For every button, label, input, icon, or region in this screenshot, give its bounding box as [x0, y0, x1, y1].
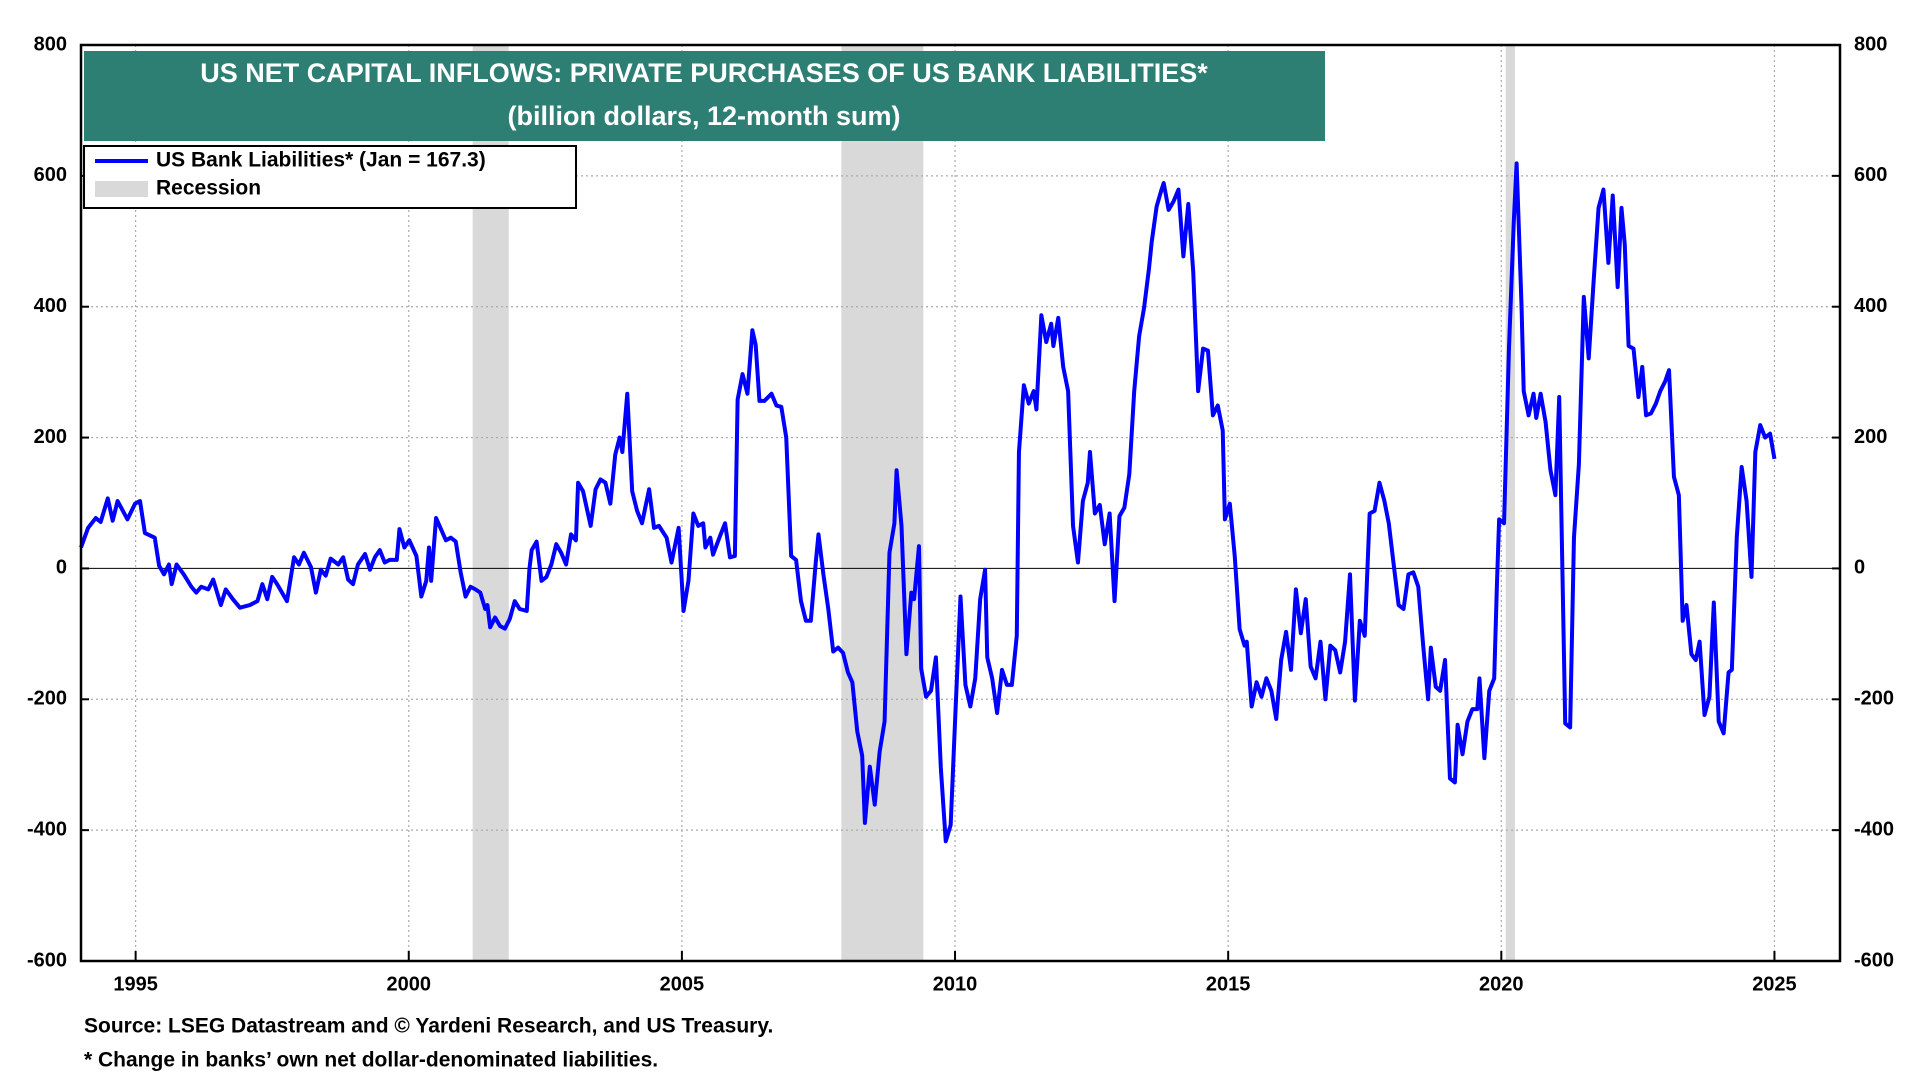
x-tick-label: 2015 [1206, 973, 1251, 995]
x-tick-label: 2020 [1479, 973, 1524, 995]
y2-tick-label: -200 [1854, 688, 1894, 710]
y2-tick-label: 0 [1854, 557, 1865, 579]
y-tick-label: 400 [34, 295, 67, 317]
source-note: Source: LSEG Datastream and © Yardeni Re… [84, 1015, 773, 1038]
legend-swatch [95, 181, 148, 197]
y-tick-label: -200 [27, 688, 67, 710]
y2-tick-label: 600 [1854, 164, 1887, 186]
chart-subtitle: (billion dollars, 12-month sum) [507, 101, 900, 131]
y2-tick-label: 800 [1854, 33, 1887, 55]
legend-label: Recession [156, 177, 261, 200]
y2-tick-label: -600 [1854, 949, 1894, 971]
x-tick-label: 2000 [387, 973, 432, 995]
x-tick-label: 1995 [113, 973, 158, 995]
legend-label: US Bank Liabilities* (Jan = 167.3) [156, 149, 486, 172]
plot-frame [79, 43, 1842, 963]
y-tick-label: 0 [56, 557, 67, 579]
y-tick-label: 800 [34, 33, 67, 55]
y2-tick-label: -400 [1854, 818, 1894, 840]
y2-tick-label: 200 [1854, 426, 1887, 448]
y-tick-label: -600 [27, 949, 67, 971]
data-line [79, 161, 1777, 844]
recession-band [1505, 45, 1515, 961]
title-box [84, 51, 1325, 141]
y-tick-label: -400 [27, 818, 67, 840]
footnote: * Change in banks’ own net dollar-denomi… [84, 1049, 658, 1072]
x-tick-label: 2025 [1752, 973, 1797, 995]
x-tick-label: 2010 [933, 973, 978, 995]
line-layer [79, 161, 1777, 844]
chart-title: US NET CAPITAL INFLOWS: PRIVATE PURCHASE… [200, 58, 1208, 88]
x-tick-label: 2005 [660, 973, 705, 995]
y-tick-label: 600 [34, 164, 67, 186]
recession-band [841, 45, 924, 961]
y2-tick-label: 400 [1854, 295, 1887, 317]
legend-box [83, 145, 577, 209]
y-tick-label: 200 [34, 426, 67, 448]
